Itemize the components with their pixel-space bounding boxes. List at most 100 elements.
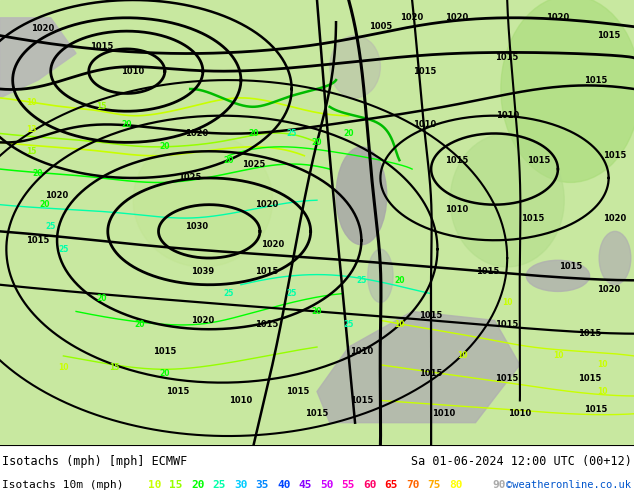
Text: 1015: 1015 (287, 387, 309, 396)
Text: 1015: 1015 (521, 214, 544, 222)
Text: 1015: 1015 (496, 374, 519, 383)
Text: 10: 10 (148, 480, 162, 490)
Text: 1010: 1010 (445, 205, 468, 214)
Text: 13: 13 (27, 124, 37, 134)
Text: 25: 25 (58, 245, 68, 254)
Text: 1039: 1039 (191, 267, 214, 276)
Text: 20: 20 (394, 276, 404, 285)
Text: 1015: 1015 (585, 405, 607, 414)
Text: 1010: 1010 (350, 347, 373, 356)
Text: 40: 40 (277, 480, 290, 490)
Text: 70: 70 (406, 480, 420, 490)
Ellipse shape (526, 260, 590, 292)
Text: 20: 20 (134, 320, 145, 329)
Text: 75: 75 (427, 480, 441, 490)
Text: 1015: 1015 (350, 396, 373, 405)
Text: 1020: 1020 (597, 285, 620, 294)
Text: 25: 25 (356, 276, 366, 285)
Text: 1015: 1015 (559, 263, 582, 271)
Text: 20: 20 (344, 129, 354, 138)
Text: 1015: 1015 (496, 320, 519, 329)
Text: 1015: 1015 (255, 267, 278, 276)
Text: 1015: 1015 (255, 320, 278, 329)
Text: 1015: 1015 (153, 347, 176, 356)
Text: ©weatheronline.co.uk: ©weatheronline.co.uk (506, 480, 631, 490)
Text: 50: 50 (320, 480, 333, 490)
Text: 1020: 1020 (604, 214, 626, 222)
Text: 10: 10 (27, 98, 37, 107)
Text: 1015: 1015 (420, 369, 443, 378)
Text: 25: 25 (223, 289, 233, 298)
Text: 20: 20 (33, 169, 43, 178)
Text: 1010: 1010 (230, 396, 252, 405)
Text: 80: 80 (449, 480, 462, 490)
Text: 1015: 1015 (90, 42, 113, 51)
Text: 45: 45 (299, 480, 312, 490)
Text: 1015: 1015 (578, 374, 601, 383)
Ellipse shape (133, 133, 273, 267)
Text: 20: 20 (312, 138, 322, 147)
Text: 1015: 1015 (27, 236, 49, 245)
Text: 15: 15 (109, 363, 119, 371)
Text: 1020: 1020 (185, 129, 208, 138)
Text: 1005: 1005 (369, 22, 392, 31)
Text: 1020: 1020 (255, 200, 278, 209)
Ellipse shape (330, 36, 380, 98)
Ellipse shape (368, 249, 393, 302)
Text: 1015: 1015 (413, 67, 436, 75)
Text: 15: 15 (96, 102, 107, 111)
Text: 1015: 1015 (445, 156, 468, 165)
Text: 25: 25 (46, 222, 56, 231)
Text: 1010: 1010 (122, 67, 145, 75)
Text: 65: 65 (384, 480, 398, 490)
Text: 1015: 1015 (166, 387, 189, 396)
Text: 20: 20 (96, 294, 107, 303)
Text: Isotachs (mph) [mph] ECMWF: Isotachs (mph) [mph] ECMWF (2, 455, 187, 468)
Text: 10: 10 (502, 298, 512, 307)
Text: 1025: 1025 (179, 173, 202, 182)
Text: 10: 10 (553, 351, 563, 361)
Text: 20: 20 (191, 480, 205, 490)
Text: Isotachs 10m (mph): Isotachs 10m (mph) (2, 480, 124, 490)
Text: 85: 85 (470, 480, 484, 490)
Text: 10: 10 (458, 351, 468, 361)
Text: 20: 20 (312, 307, 322, 316)
Text: 1030: 1030 (185, 222, 208, 231)
Text: 55: 55 (342, 480, 355, 490)
Text: 1020: 1020 (401, 13, 424, 23)
Text: 1015: 1015 (477, 267, 500, 276)
Text: 1015: 1015 (420, 311, 443, 320)
Text: 25: 25 (287, 129, 297, 138)
Text: 1015: 1015 (597, 31, 620, 40)
Polygon shape (0, 18, 76, 98)
Text: 60: 60 (363, 480, 377, 490)
Text: 1010: 1010 (496, 111, 519, 120)
Text: 15: 15 (27, 147, 37, 156)
Text: 25: 25 (287, 289, 297, 298)
Text: 15: 15 (169, 480, 183, 490)
Text: 25: 25 (344, 320, 354, 329)
Text: 1015: 1015 (527, 156, 550, 165)
Text: 10: 10 (394, 320, 404, 329)
Text: 30: 30 (234, 480, 247, 490)
Text: 1015: 1015 (306, 409, 328, 418)
Text: 1010: 1010 (413, 120, 436, 129)
Text: 90: 90 (492, 480, 505, 490)
Text: 20: 20 (122, 120, 132, 129)
Text: 1015: 1015 (604, 151, 626, 160)
Text: 1010: 1010 (432, 409, 455, 418)
Ellipse shape (336, 147, 387, 245)
Text: 1020: 1020 (547, 13, 569, 23)
Text: 1020: 1020 (191, 316, 214, 325)
Text: 10: 10 (597, 360, 607, 369)
Text: 1025: 1025 (242, 160, 265, 169)
Text: 20: 20 (39, 200, 49, 209)
Text: 25: 25 (212, 480, 226, 490)
Text: 20: 20 (249, 129, 259, 138)
Text: 1010: 1010 (508, 409, 531, 418)
Text: 10: 10 (58, 363, 68, 371)
Text: 20: 20 (160, 369, 170, 378)
Ellipse shape (450, 133, 564, 267)
Text: 1015: 1015 (496, 53, 519, 62)
Text: Sa 01-06-2024 12:00 UTC (00+12): Sa 01-06-2024 12:00 UTC (00+12) (411, 455, 632, 468)
